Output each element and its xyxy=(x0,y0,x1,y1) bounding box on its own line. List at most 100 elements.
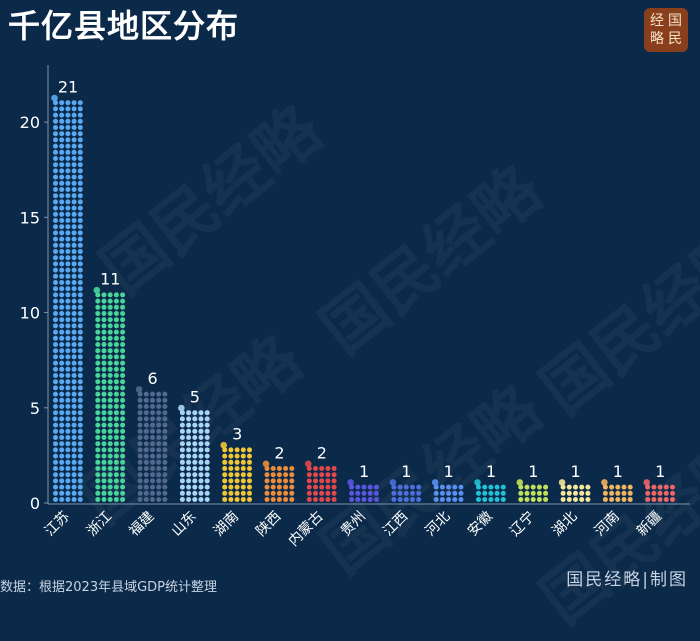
bar-dot xyxy=(65,168,71,174)
bar-dot xyxy=(283,478,289,484)
bar-dot xyxy=(95,453,101,459)
bar-dot xyxy=(95,404,101,409)
bar-dot xyxy=(120,323,126,329)
bar-dot xyxy=(107,317,113,323)
bar-dot xyxy=(101,360,107,366)
bar-dot xyxy=(120,317,126,323)
bar-内蒙古 xyxy=(306,466,337,502)
bar-dot xyxy=(113,292,119,298)
bar-dot xyxy=(71,373,77,378)
bar-dot xyxy=(107,292,113,298)
bar-dot xyxy=(53,143,58,149)
bar-dot xyxy=(289,472,295,478)
bar-dot xyxy=(77,317,83,323)
bar-dot xyxy=(156,453,162,459)
x-tick-label: 湖南 xyxy=(211,509,242,540)
bar-dot xyxy=(77,211,83,217)
bar-dot xyxy=(162,441,168,447)
bar-dot xyxy=(458,497,464,502)
bar-dot xyxy=(264,490,270,496)
bar-dot xyxy=(113,323,119,329)
bar-dot xyxy=(120,385,126,391)
bar-dot xyxy=(391,490,397,496)
x-tick-label: 河北 xyxy=(422,509,453,540)
bar-dot xyxy=(240,466,246,471)
bar-dot xyxy=(101,410,107,416)
bar-dot xyxy=(101,459,107,465)
bar-dot xyxy=(53,249,58,254)
bar-dot xyxy=(137,416,143,422)
bar-dot xyxy=(53,298,58,304)
bar-dot xyxy=(264,466,270,471)
bar-dot xyxy=(113,428,119,434)
bar-dot xyxy=(276,490,282,496)
bar-dot xyxy=(410,484,415,490)
bar-dot xyxy=(150,459,155,465)
bar-dot xyxy=(156,478,162,484)
bar-dot xyxy=(137,441,143,447)
bar-dot xyxy=(65,453,71,459)
bar-dot xyxy=(65,131,71,137)
bar-dot xyxy=(276,478,282,484)
bar-dot xyxy=(156,447,162,453)
bar-dot xyxy=(65,273,71,279)
bar-dot xyxy=(101,311,107,316)
bar-dot xyxy=(602,497,608,502)
bar-dot xyxy=(71,379,77,385)
bar-dot xyxy=(53,174,58,180)
bar-安徽 xyxy=(476,484,506,502)
bar-dot xyxy=(373,490,379,496)
bar-河南 xyxy=(602,484,633,502)
bar-dot xyxy=(120,366,126,372)
bar-dot xyxy=(150,416,155,422)
bar-dot xyxy=(289,466,295,471)
bar-dot xyxy=(59,304,65,310)
bar-dot xyxy=(143,447,149,453)
bar-dot xyxy=(560,490,566,496)
bar-dot xyxy=(410,490,415,496)
bar-dot xyxy=(59,348,65,354)
bar-dot xyxy=(403,484,409,490)
bar-dot xyxy=(458,490,464,496)
bar-dot xyxy=(113,478,119,484)
bar-dot xyxy=(162,391,168,397)
bar-dot xyxy=(452,497,458,502)
bar-dot xyxy=(313,472,318,478)
bar-dot xyxy=(143,422,149,428)
bar-dot xyxy=(71,180,77,186)
y-tick-label: 0 xyxy=(30,494,40,513)
bar-dot xyxy=(186,422,192,428)
bar-dot xyxy=(179,472,185,478)
bar-dot xyxy=(162,490,168,496)
bar-dot xyxy=(71,410,77,416)
bar-dot xyxy=(113,447,119,453)
bar-dot xyxy=(150,478,155,484)
bar-dot xyxy=(518,497,524,502)
bar-dot xyxy=(113,497,119,502)
bar-dot xyxy=(107,422,113,428)
bar-dot xyxy=(65,416,71,422)
bar-dot xyxy=(53,112,58,118)
bar-dot xyxy=(663,497,669,502)
bar-dot xyxy=(59,242,65,248)
bar-dot xyxy=(53,273,58,279)
bar-dot xyxy=(306,490,312,496)
bar-dot xyxy=(651,497,657,502)
bar-dot xyxy=(283,484,289,490)
bar-dot xyxy=(53,366,58,372)
bar-dot xyxy=(107,323,113,329)
bar-dot xyxy=(95,490,101,496)
bar-dot xyxy=(71,211,77,217)
bar-dot xyxy=(101,373,107,378)
bar-dot xyxy=(59,360,65,366)
bar-dot xyxy=(53,261,58,267)
bar-dot xyxy=(150,497,155,502)
bar-dot xyxy=(59,428,65,434)
bar-dot xyxy=(120,360,126,366)
bar-dot xyxy=(59,366,65,372)
bar-dot xyxy=(65,187,71,192)
bar-cap-dot xyxy=(305,460,312,468)
bar-dot xyxy=(192,447,198,453)
bar-dot xyxy=(137,453,143,459)
bar-dot xyxy=(264,478,270,484)
